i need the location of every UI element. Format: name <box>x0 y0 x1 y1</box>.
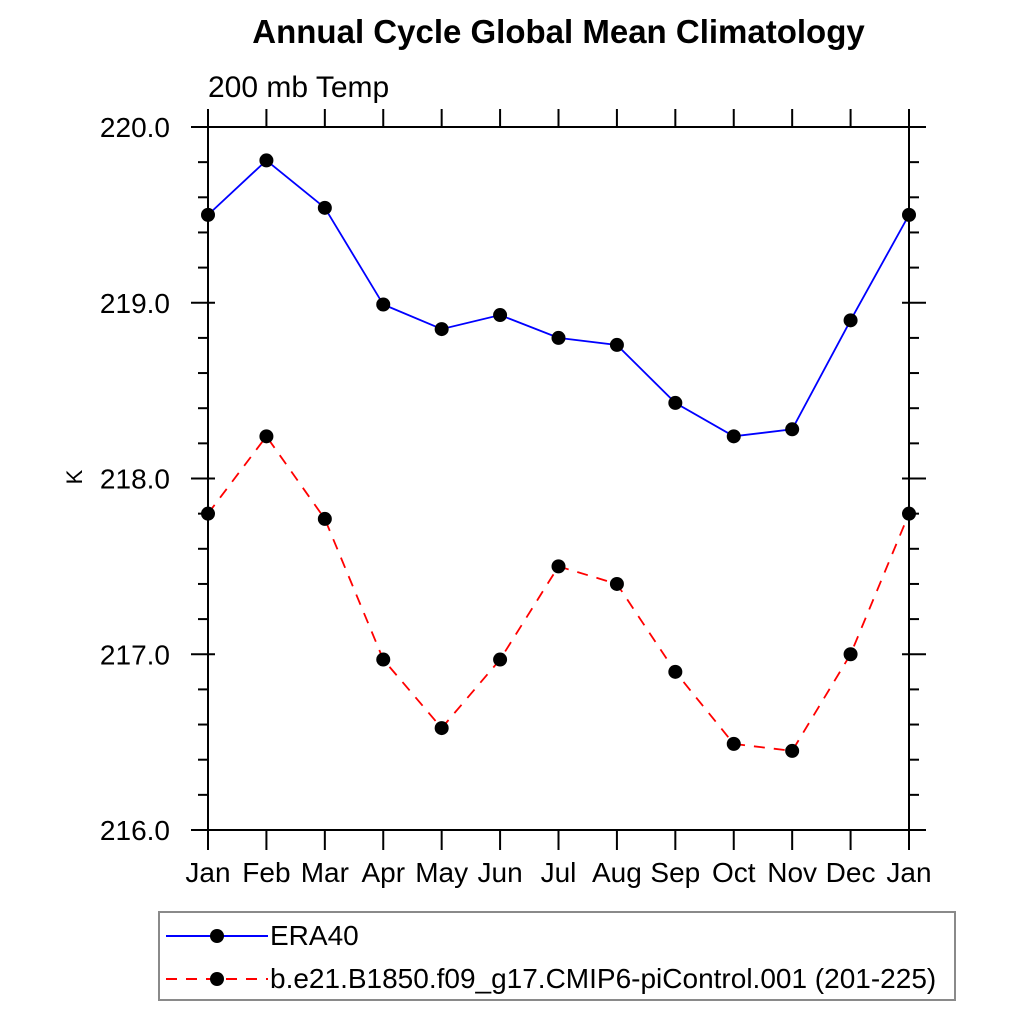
data-point-marker-0 <box>493 308 508 323</box>
y-tick-label: 218.0 <box>100 464 170 495</box>
data-point-marker-0 <box>551 330 566 345</box>
data-point-marker-0 <box>726 429 741 444</box>
series-line-1 <box>207 434 910 752</box>
data-point-marker-1 <box>434 721 449 736</box>
data-point-marker-0 <box>609 337 624 352</box>
x-tick-label: Jul <box>541 857 577 888</box>
legend-label: b.e21.B1850.f09_g17.CMIP6-piControl.001 … <box>270 963 937 994</box>
data-point-marker-1 <box>317 511 332 526</box>
data-point-marker-1 <box>609 576 624 591</box>
data-point-marker-1 <box>376 652 391 667</box>
data-point-marker-0 <box>201 207 215 222</box>
y-tick-label: 220.0 <box>100 112 170 143</box>
series-line-0 <box>207 159 910 438</box>
x-tick-label: Feb <box>242 857 290 888</box>
data-point-marker-0 <box>434 322 449 337</box>
data-point-marker-1 <box>843 647 858 662</box>
data-point-marker-1 <box>493 652 508 667</box>
legend-marker-icon <box>210 972 224 986</box>
data-point-marker-1 <box>726 736 741 751</box>
legend-label: ERA40 <box>270 920 359 951</box>
data-point-marker-0 <box>843 313 858 328</box>
data-point-marker-1 <box>259 429 274 444</box>
x-tick-label: Mar <box>301 857 349 888</box>
legend-marker-icon <box>210 929 224 943</box>
chart-title: Annual Cycle Global Mean Climatology <box>252 13 865 50</box>
x-tick-label: Apr <box>361 857 405 888</box>
legend-entry-era40: ERA40 <box>166 914 359 958</box>
x-tick-label: Jun <box>478 857 523 888</box>
y-tick-label: 217.0 <box>100 639 170 670</box>
x-tick-label: Jan <box>185 857 230 888</box>
x-tick-label: Aug <box>592 857 642 888</box>
chart-subtitle: 200 mb Temp <box>208 71 390 104</box>
data-point-marker-1 <box>902 506 916 521</box>
x-tick-label: Nov <box>767 857 817 888</box>
x-tick-label: Oct <box>712 857 756 888</box>
data-point-marker-0 <box>785 422 800 437</box>
legend-line-sample-picontrol <box>166 972 268 986</box>
plot-frame <box>207 126 910 831</box>
data-point-marker-0 <box>317 200 332 215</box>
data-point-marker-0 <box>376 297 391 312</box>
data-point-marker-1 <box>551 559 566 574</box>
data-point-marker-1 <box>668 664 683 679</box>
legend-line-sample-era40 <box>166 929 268 943</box>
data-point-marker-0 <box>259 153 274 168</box>
legend-entry-picontrol: b.e21.B1850.f09_g17.CMIP6-piControl.001 … <box>166 957 936 1001</box>
data-point-marker-0 <box>668 395 683 410</box>
data-point-marker-1 <box>201 506 215 521</box>
x-tick-label: Jan <box>886 857 931 888</box>
x-tick-label: Sep <box>650 857 700 888</box>
y-tick-label: 216.0 <box>100 815 170 846</box>
x-tick-label: May <box>415 857 468 888</box>
data-point-marker-1 <box>785 743 800 758</box>
x-tick-label: Dec <box>826 857 876 888</box>
y-tick-label: 219.0 <box>100 288 170 319</box>
data-point-marker-0 <box>902 207 916 222</box>
legend-box: ERA40 b.e21.B1850.f09_g17.CMIP6-piContro… <box>158 911 956 1001</box>
